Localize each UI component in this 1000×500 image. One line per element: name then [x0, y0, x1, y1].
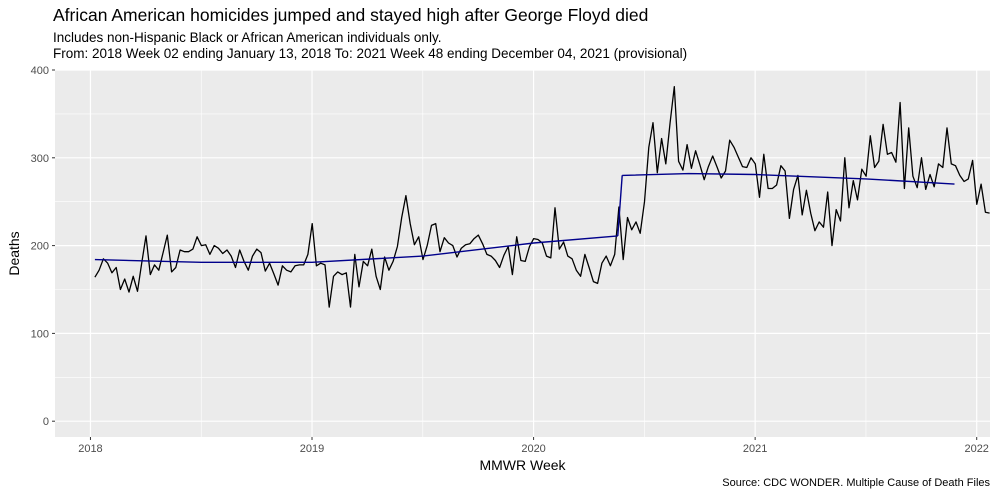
minor-gridlines [55, 70, 990, 437]
y-tick-label: 300 [31, 153, 49, 165]
y-tick-label: 200 [31, 241, 49, 253]
trend-line-jump [617, 175, 623, 236]
chart-subtitle-line-2: From: 2018 Week 02 ending January 13, 20… [53, 46, 688, 61]
y-tick-label: 0 [43, 416, 49, 428]
axis-layer: 2018 2019 2020 2021 2022 0 100 200 300 400 [31, 65, 989, 455]
series-layer [94, 86, 990, 308]
y-tick-label: 400 [31, 65, 49, 77]
y-axis-title: Deaths [6, 231, 22, 275]
trend-line-segment [94, 235, 618, 263]
x-tick-label: 2019 [300, 443, 324, 455]
chart-title: African American homicides jumped and st… [53, 5, 649, 25]
major-gridlines [55, 69, 990, 437]
chart-subtitle-line-1: Includes non-Hispanic Black or African A… [53, 30, 442, 45]
y-tick-label: 100 [31, 328, 49, 340]
weekly-deaths-line [94, 86, 990, 308]
trend-line-segment [622, 172, 955, 185]
x-tick-label: 2022 [964, 443, 988, 455]
x-tick-label: 2018 [78, 443, 102, 455]
x-tick-label: 2020 [521, 443, 545, 455]
x-axis-title: MMWR Week [479, 457, 566, 473]
x-tick-label: 2021 [743, 443, 767, 455]
plot-panel [55, 70, 990, 437]
chart-caption: Source: CDC WONDER. Multiple Cause of De… [722, 477, 990, 489]
